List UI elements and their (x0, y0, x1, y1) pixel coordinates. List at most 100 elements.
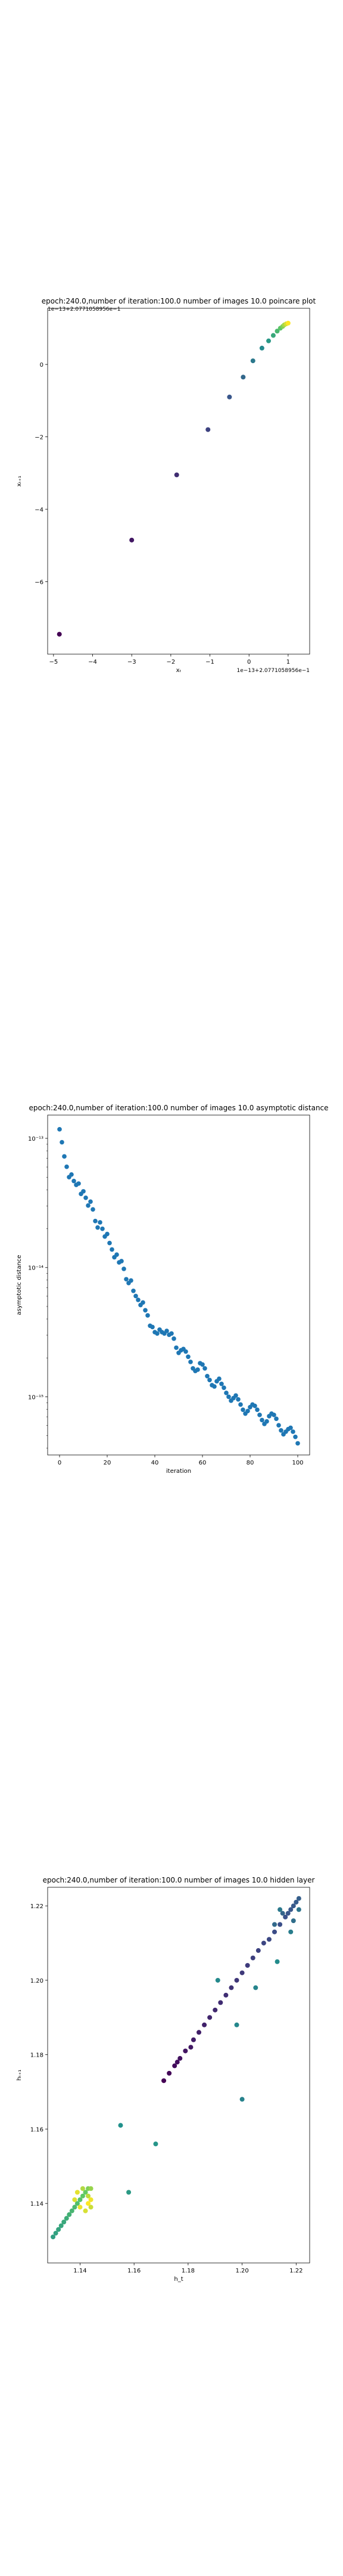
chart-1: epoch:240.0,number of iteration:100.0 nu… (16, 297, 316, 674)
data-point (172, 1336, 176, 1341)
data-point (121, 1267, 126, 1271)
data-point (60, 1140, 64, 1145)
data-point (153, 2141, 158, 2147)
data-point (239, 1970, 245, 1976)
data-point (83, 2190, 88, 2195)
data-point (288, 1907, 294, 1912)
data-point (131, 1288, 136, 1293)
data-point (260, 1417, 264, 1423)
data-point (188, 1360, 193, 1364)
data-point (145, 1313, 150, 1318)
data-point (150, 1324, 155, 1330)
data-point (76, 1181, 81, 1186)
data-point (74, 2201, 80, 2206)
data-point (51, 2234, 56, 2240)
data-point (133, 1293, 138, 1299)
data-point (272, 1413, 276, 1417)
x-tick-label: 1.18 (182, 2268, 195, 2274)
data-point (93, 1218, 98, 1224)
data-point (67, 2212, 72, 2217)
data-point (207, 2015, 213, 2020)
data-point (71, 1178, 76, 1184)
data-point (280, 1911, 285, 1916)
data-point (293, 1434, 298, 1439)
data-point (57, 1127, 62, 1132)
data-point (227, 394, 232, 400)
data-point (183, 2048, 188, 2054)
data-point (218, 2000, 223, 2005)
data-point (295, 1441, 300, 1446)
data-point (259, 345, 264, 351)
x-offset-label: 1e−13+2.0771058956e−1 (237, 668, 310, 674)
y-tick-label: 1.20 (30, 1978, 43, 1984)
data-point (229, 1985, 234, 1990)
chart-title: epoch:240.0,number of iteration:100.0 nu… (43, 1876, 315, 1884)
data-point (294, 1899, 299, 1905)
data-point (261, 1940, 266, 1946)
data-point (80, 2186, 85, 2191)
data-point (56, 2227, 61, 2232)
data-point (129, 537, 135, 543)
plot-frame (47, 308, 310, 655)
data-point (164, 1329, 169, 1333)
data-point (88, 2186, 93, 2191)
data-point (64, 1164, 69, 1169)
data-point (161, 2078, 167, 2083)
data-point (61, 2219, 67, 2225)
data-point (141, 1300, 145, 1305)
x-tick-label: 1 (286, 659, 290, 665)
data-point (202, 2022, 207, 2027)
x-tick-label: 80 (247, 1460, 254, 1466)
data-point (58, 2223, 64, 2228)
data-point (200, 1362, 205, 1367)
data-point (264, 1419, 269, 1424)
data-point (277, 1907, 283, 1912)
data-point (172, 2063, 177, 2069)
data-point (74, 2190, 80, 2195)
data-point (207, 1377, 212, 1383)
data-point (81, 1189, 86, 1194)
data-point (62, 1154, 67, 1159)
data-point (245, 1408, 250, 1414)
data-point (275, 329, 280, 334)
plot-frame (47, 1887, 310, 2264)
data-point (95, 1225, 100, 1230)
data-point (223, 1992, 229, 1998)
data-point (177, 2055, 183, 2061)
data-point (288, 1425, 293, 1431)
chart-2: epoch:240.0,number of iteration:100.0 nu… (16, 1104, 329, 1475)
data-point (234, 1977, 239, 1983)
x-axis-label: xₜ (176, 667, 182, 674)
x-axis-label: h_t (174, 2276, 183, 2283)
data-point (98, 1220, 102, 1225)
y-tick-label: −4 (35, 507, 43, 513)
data-point (124, 1277, 129, 1282)
y-tick-label: 1.18 (30, 2052, 43, 2059)
data-point (238, 1402, 243, 1407)
data-point (266, 1937, 272, 1942)
data-point (239, 2097, 245, 2102)
y-axis-label: asymptotic distance (16, 1255, 23, 1315)
data-point (188, 2045, 194, 2050)
x-tick-label: −5 (49, 659, 58, 665)
data-point (77, 2197, 83, 2202)
data-point (255, 1407, 260, 1412)
data-point (288, 1929, 294, 1934)
data-point (80, 2193, 85, 2199)
x-tick-label: 0 (58, 1460, 61, 1466)
data-point (255, 1948, 261, 1953)
data-point (285, 320, 291, 326)
data-point (276, 1423, 281, 1428)
data-point (275, 1959, 280, 1964)
data-point (86, 1203, 91, 1208)
y-tick-label: −6 (35, 580, 43, 586)
data-point (285, 1911, 291, 1916)
data-point (86, 2193, 91, 2199)
data-point (72, 2197, 77, 2202)
x-tick-label: 1.22 (289, 2268, 303, 2274)
data-point (186, 1354, 191, 1360)
data-point (219, 1381, 224, 1386)
data-point (105, 1231, 110, 1237)
data-point (213, 2007, 218, 2012)
